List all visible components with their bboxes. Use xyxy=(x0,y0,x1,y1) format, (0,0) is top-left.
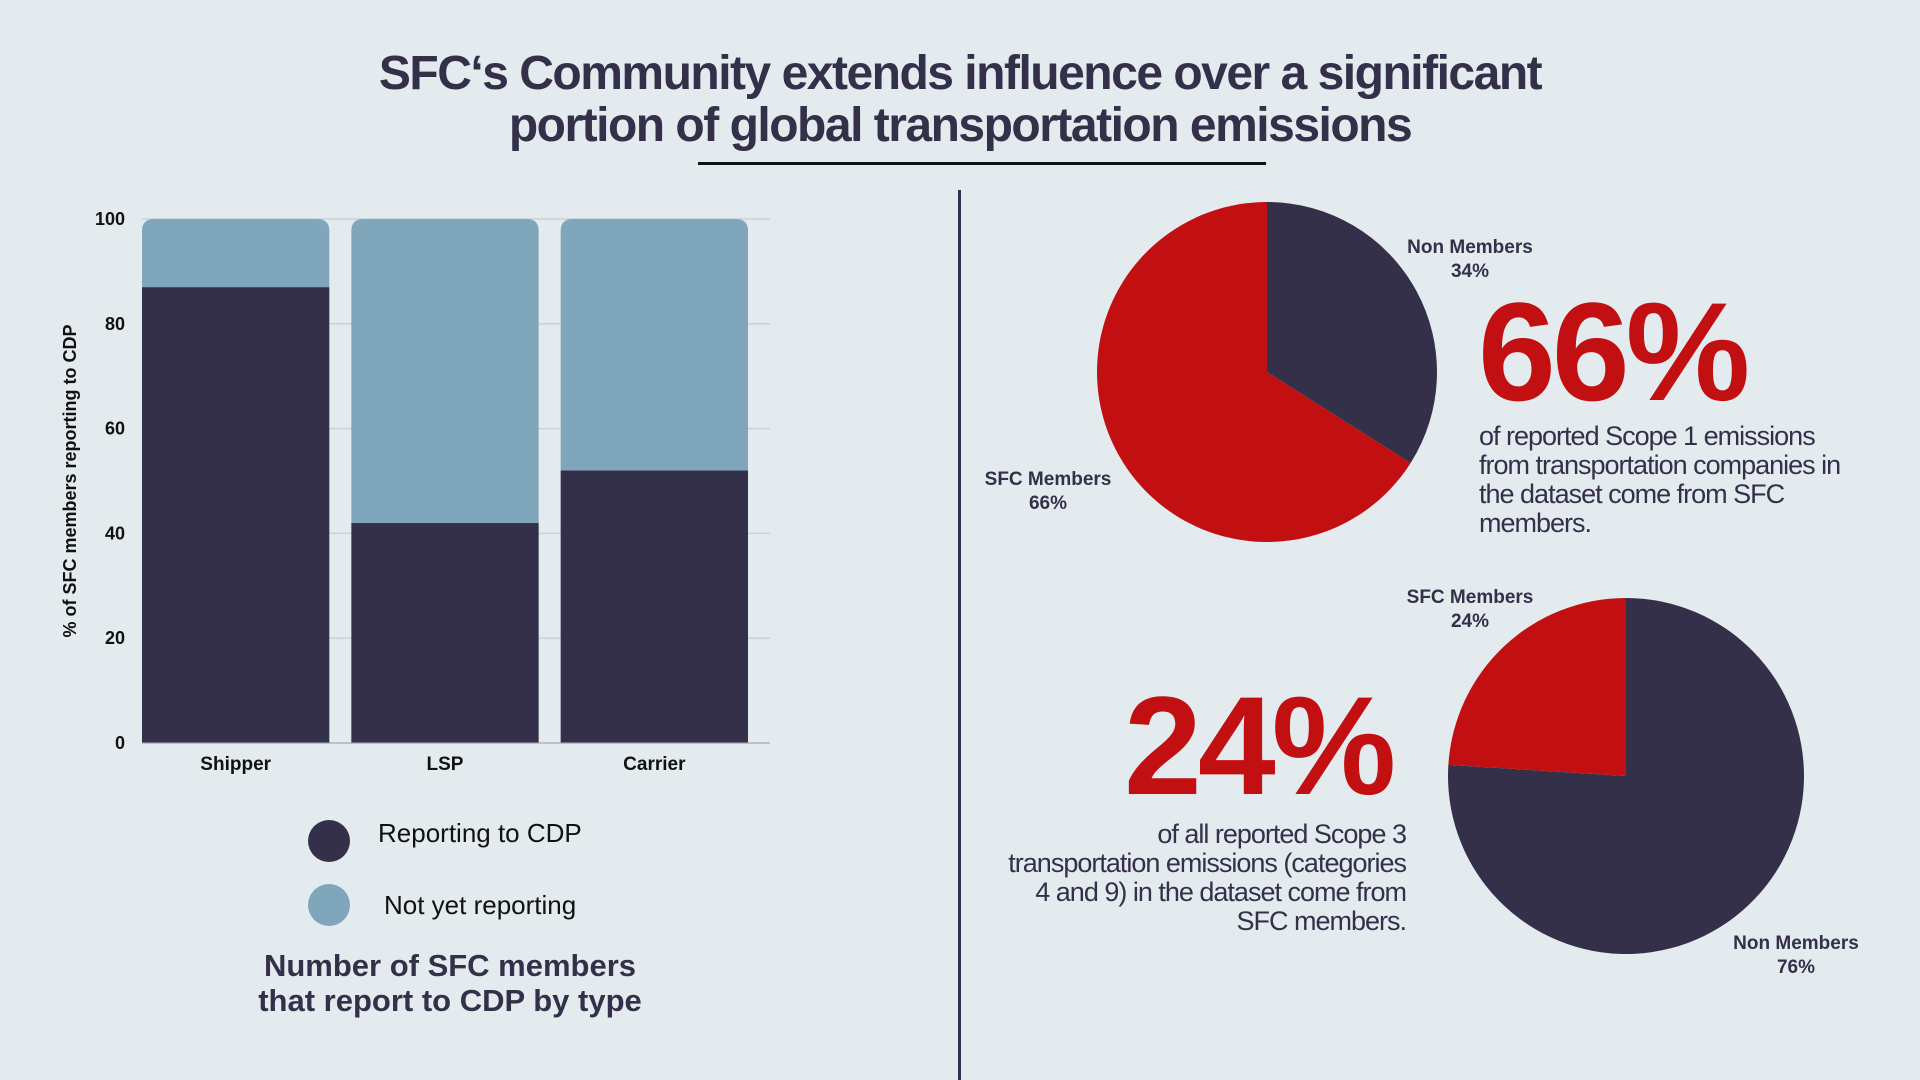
pie1-label-sfc-members-value: 66% xyxy=(1028,493,1068,514)
scope1-line-3: the dataset come from SFC xyxy=(1479,479,1785,509)
vertical-divider xyxy=(958,190,961,1080)
scope1-line-1: of reported Scope 1 emissions xyxy=(1479,421,1816,451)
stacked-bar-chart: 0 20 40 60 80 100 % of SFC members reporting t… xyxy=(60,209,770,775)
y-axis-label: % of SFC members reporting to CDP xyxy=(60,324,80,637)
legend-item-reporting: Reporting to CDP xyxy=(308,814,728,878)
pie2-label-sfc-members: SFC Members 24% xyxy=(1390,586,1550,634)
x-tick-label: Shipper xyxy=(200,754,271,775)
bar-chart-caption: Number of SFC members that report to CDP… xyxy=(150,948,750,1018)
bar-segment-reporting xyxy=(142,287,330,743)
bar-segment-reporting xyxy=(351,522,539,743)
page-title: SFC‘s Community extends influence over a… xyxy=(0,48,1920,152)
bar-segment-reporting xyxy=(560,470,748,743)
pie1-label-sfc-members: SFC Members 66% xyxy=(968,468,1128,516)
bar-segment-not-reporting xyxy=(351,219,539,523)
y-tick-label: 100 xyxy=(95,209,125,229)
x-tick-label: Carrier xyxy=(623,754,686,775)
pie2-label-non-members: Non Members 76% xyxy=(1716,932,1876,980)
scope3-line-2: transportation emissions (categories xyxy=(1008,848,1407,878)
pie1-label-sfc-members-name: SFC Members xyxy=(984,469,1112,490)
scope3-line-4: SFC members. xyxy=(1236,906,1407,936)
scope1-line-2: from transportation companies in xyxy=(1479,450,1841,480)
bar-segment-not-reporting xyxy=(560,219,748,471)
legend-swatch-reporting xyxy=(308,820,350,862)
pie2-label-sfc-members-name: SFC Members xyxy=(1406,587,1534,608)
pie1-label-non-members-value: 34% xyxy=(1450,261,1490,282)
legend-item-not-reporting: Not yet reporting xyxy=(308,878,728,942)
bar-segment-not-reporting xyxy=(142,219,330,288)
pie1-label-non-members: Non Members 34% xyxy=(1390,236,1550,284)
scope3-description: of all reported Scope 3 transportation e… xyxy=(960,819,1407,936)
pie1-slice-sfc-members xyxy=(1097,202,1411,542)
scope3-line-1: of all reported Scope 3 xyxy=(1157,819,1407,849)
scope1-big-percentage: 66% xyxy=(1478,273,1750,430)
bar-chart-legend: Reporting to CDP Not yet reporting xyxy=(308,814,728,942)
scope1-description: of reported Scope 1 emissions from trans… xyxy=(1479,422,1899,538)
pie2-label-sfc-members-value: 24% xyxy=(1450,611,1490,632)
pie1-label-non-members-name: Non Members xyxy=(1407,237,1533,258)
legend-label-not-reporting: Not yet reporting xyxy=(384,890,577,920)
y-tick-label: 80 xyxy=(105,314,125,334)
title-line-2: portion of global transportation emissio… xyxy=(508,99,1413,152)
y-tick-label: 20 xyxy=(105,628,125,648)
scope3-line-3: 4 and 9) in the dataset come from xyxy=(1035,877,1407,907)
scope3-big-percentage: 24% xyxy=(1124,667,1396,824)
legend-label-reporting: Reporting to CDP xyxy=(378,818,582,848)
y-tick-label: 60 xyxy=(105,419,125,439)
title-line-1: SFC‘s Community extends influence over a… xyxy=(378,47,1543,100)
caption-line-1: Number of SFC members xyxy=(263,948,637,983)
y-tick-label: 0 xyxy=(115,733,125,753)
pie2-slice-non-members xyxy=(1447,598,1804,954)
title-underline xyxy=(698,162,1266,165)
pie2-label-non-members-value: 76% xyxy=(1776,957,1816,978)
pie2-label-non-members-name: Non Members xyxy=(1733,933,1859,954)
x-tick-label: LSP xyxy=(427,754,464,775)
caption-line-2: that report to CDP by type xyxy=(258,983,642,1018)
scope1-line-4: members. xyxy=(1479,508,1592,538)
y-tick-label: 40 xyxy=(105,523,125,543)
legend-swatch-not-reporting xyxy=(308,884,350,926)
